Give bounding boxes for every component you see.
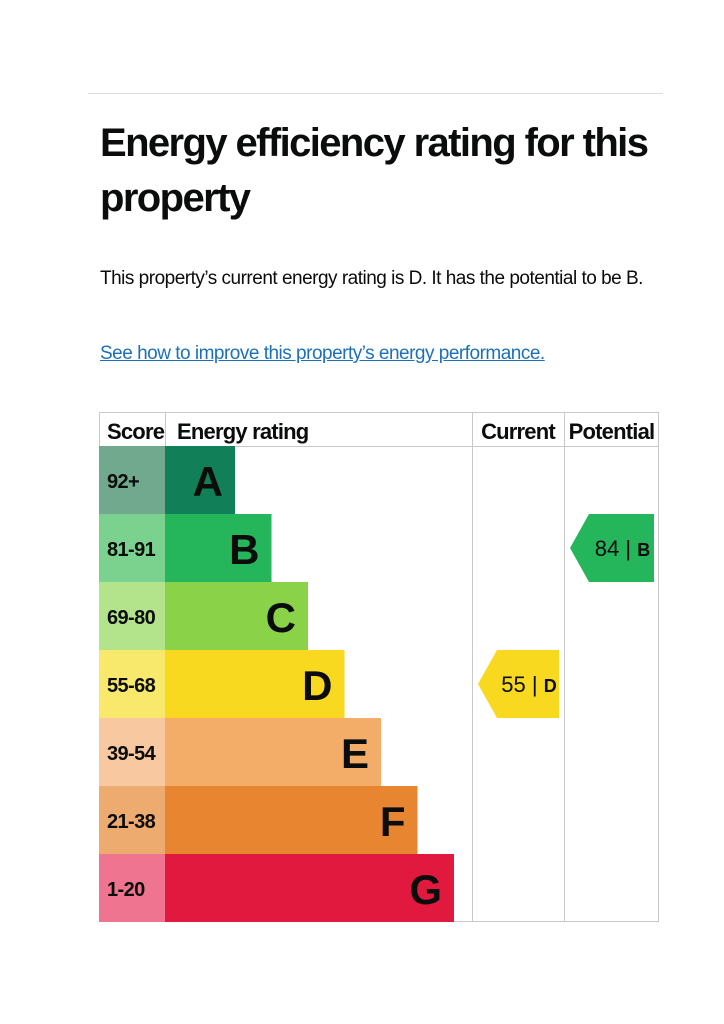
current-rating-arrow: [478, 650, 559, 718]
score-cell-e: [99, 718, 165, 786]
score-range-b: 81-91: [107, 539, 156, 561]
score-cell-a: [99, 446, 165, 514]
rating-letter-c: C: [266, 594, 296, 641]
top-divider: [88, 93, 663, 94]
score-range-d: 55-68: [107, 675, 156, 697]
rating-letter-g: G: [409, 866, 442, 913]
potential-rating-arrow: [570, 514, 654, 582]
current-rating-label: 55 | D: [501, 672, 556, 697]
score-cell-c: [99, 582, 165, 650]
rating-bar-f: [165, 786, 418, 854]
rating-bar-a: [165, 446, 235, 514]
score-range-f: 21-38: [107, 811, 156, 833]
page-title: Energy efficiency rating for this proper…: [100, 121, 649, 220]
rating-bar-g: [165, 854, 454, 922]
header-score: Score: [107, 419, 165, 444]
score-range-c: 69-80: [107, 607, 156, 629]
header-energy-rating: Energy rating: [177, 419, 308, 444]
rating-bar-b: [165, 514, 272, 582]
rating-summary: This property’s current energy rating is…: [100, 268, 643, 289]
score-range-e: 39-54: [107, 743, 157, 765]
rating-letter-f: F: [380, 798, 406, 845]
score-cell-b: [99, 514, 165, 582]
score-range-a: 92+: [107, 471, 139, 493]
score-cell-g: [99, 854, 165, 922]
score-cell-d: [99, 650, 165, 718]
potential-rating-label: 84 | B: [595, 536, 650, 561]
rating-letter-d: D: [302, 662, 332, 709]
rating-letter-b: B: [229, 526, 259, 573]
rating-bar-e: [165, 718, 381, 786]
header-potential: Potential: [569, 419, 655, 444]
rating-bar-c: [165, 582, 308, 650]
improve-performance-link[interactable]: See how to improve this property’s energ…: [100, 343, 545, 364]
score-range-g: 1-20: [107, 879, 145, 901]
rating-bar-d: [165, 650, 345, 718]
score-cell-f: [99, 786, 165, 854]
rating-letter-a: A: [193, 458, 223, 505]
header-current: Current: [481, 419, 556, 444]
rating-letter-e: E: [341, 730, 369, 777]
